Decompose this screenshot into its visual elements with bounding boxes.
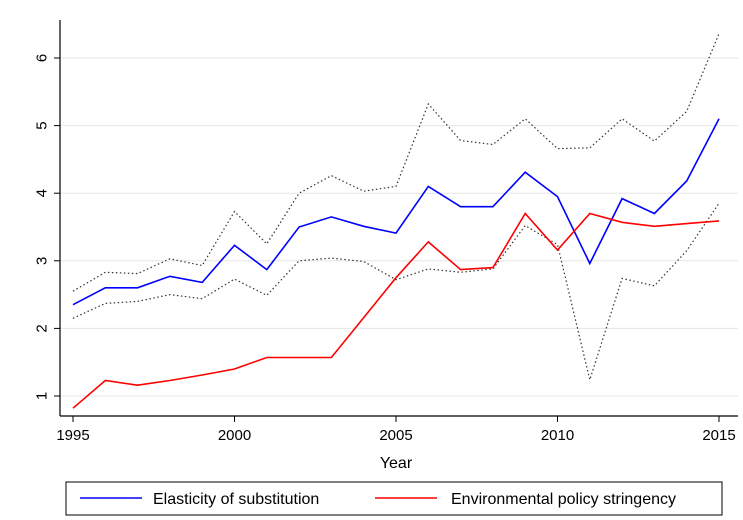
series-line-1 bbox=[72, 212, 720, 409]
y-tick-label-6: 6 bbox=[34, 54, 51, 62]
legend-label-1: Environmental policy stringency bbox=[451, 491, 676, 508]
x-tick-label-2010: 2010 bbox=[541, 427, 574, 444]
x-axis-title: Year bbox=[380, 455, 413, 472]
x-tick-label-2000: 2000 bbox=[218, 427, 251, 444]
legend-label-0: Elasticity of substitution bbox=[153, 491, 319, 508]
series-group bbox=[72, 33, 720, 409]
confidence-bound-line-2 bbox=[72, 202, 720, 383]
legend: Elasticity of substitution Environmental … bbox=[65, 481, 723, 516]
y-tick-label-1: 1 bbox=[34, 392, 51, 400]
series-line-0 bbox=[72, 118, 720, 306]
y-tick-label-2: 2 bbox=[34, 324, 51, 332]
x-tick-label-2015: 2015 bbox=[702, 427, 735, 444]
plot-area bbox=[60, 20, 738, 416]
y-tick-label-3: 3 bbox=[34, 257, 51, 265]
y-tick-label-4: 4 bbox=[34, 189, 51, 197]
axes: 1 2 3 4 5 6 1995 2000 2005 2010 2015 bbox=[34, 20, 738, 444]
confidence-bound-line-1 bbox=[72, 33, 720, 292]
y-tick-label-5: 5 bbox=[34, 121, 51, 129]
gridlines bbox=[60, 57, 738, 397]
x-tick-label-2005: 2005 bbox=[379, 427, 412, 444]
x-tick-label-1995: 1995 bbox=[56, 427, 89, 444]
